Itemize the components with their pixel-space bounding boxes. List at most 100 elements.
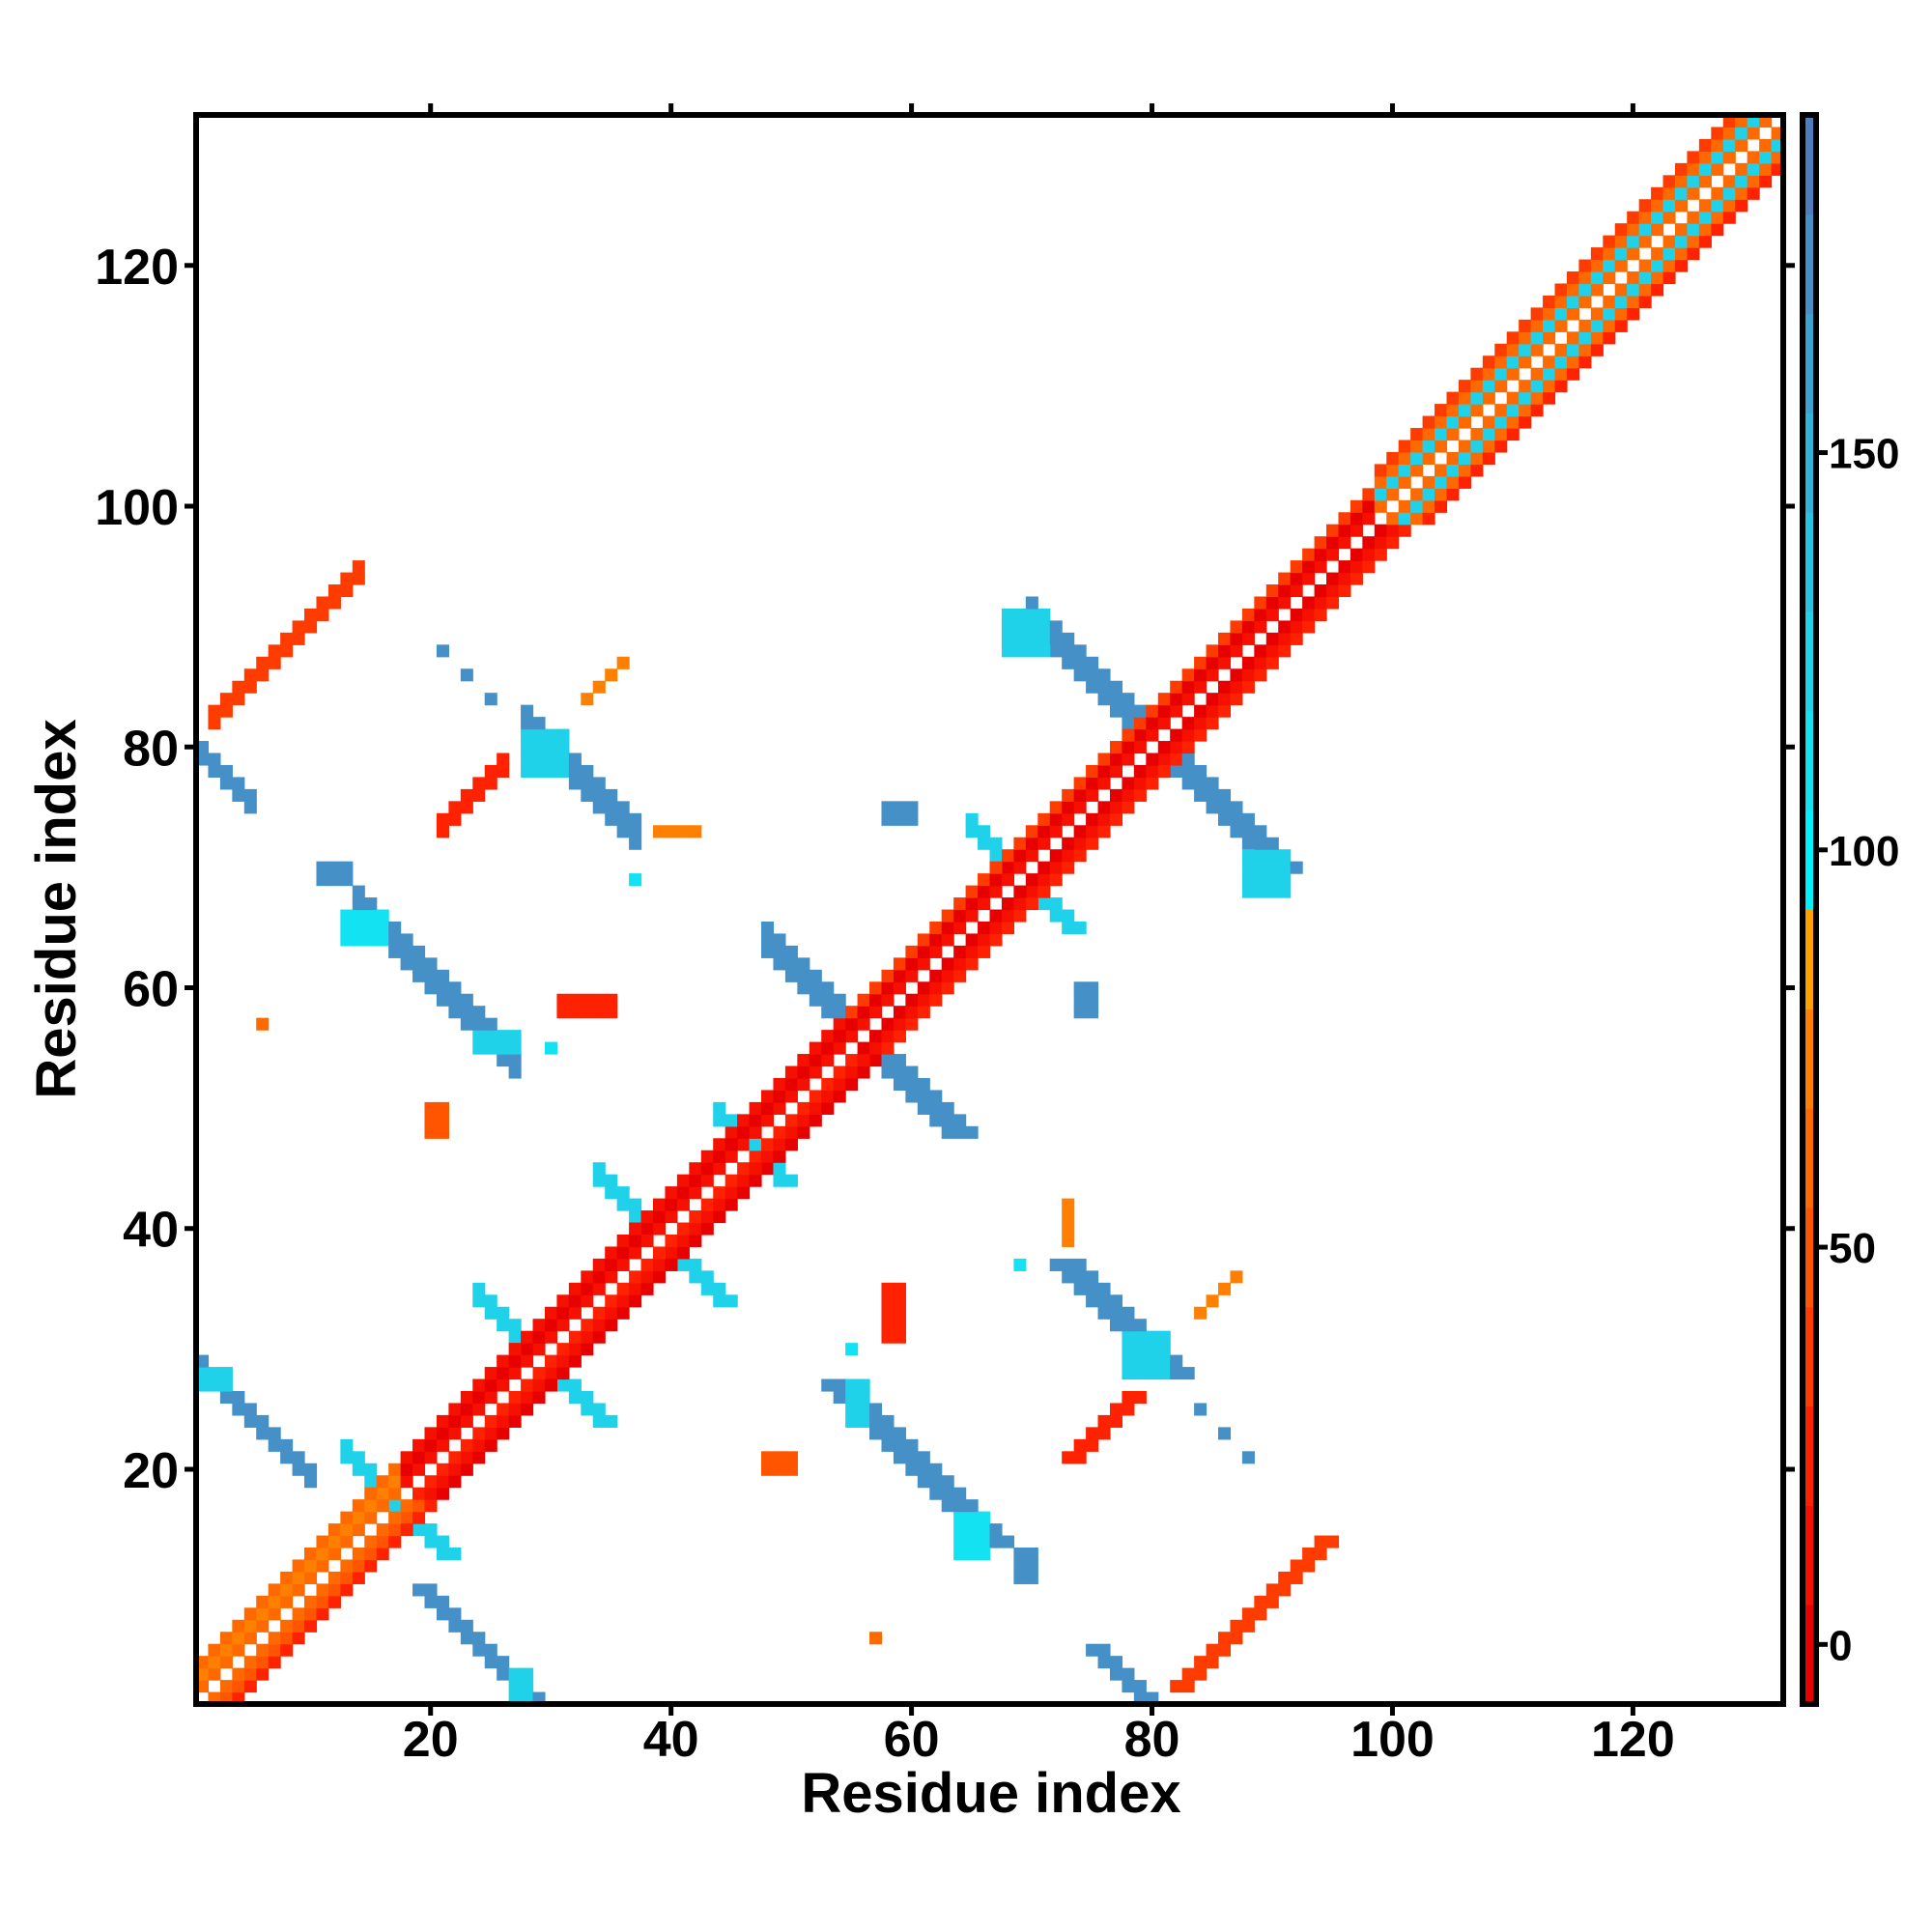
heatmap-cell [219,1656,233,1669]
heatmap-cell [629,825,642,838]
heatmap-cell [1698,223,1712,237]
heatmap-cell [581,1006,594,1019]
heatmap-cell [1314,1535,1327,1548]
heatmap-cell [1506,343,1520,356]
heatmap-cell [1073,1006,1087,1019]
heatmap-cell [1170,753,1183,766]
heatmap-cell [1001,897,1014,911]
heatmap-cell [1446,391,1460,405]
heatmap-cell [1398,475,1411,489]
heatmap-cell [1590,331,1604,345]
heatmap-cell [869,1030,883,1043]
heatmap-cell [905,945,919,958]
heatmap-cell [1711,199,1724,213]
heatmap-cell [845,1054,859,1067]
heatmap-cell [809,981,822,995]
heatmap-cell [364,1463,378,1476]
heatmap-cell [1097,764,1111,779]
heatmap-cell [508,1343,522,1356]
heatmap-cell [833,1378,846,1392]
heatmap-cell [521,1403,534,1416]
heatmap-cell [208,1656,221,1669]
heatmap-cell [784,957,798,971]
heatmap-cell [665,1258,678,1271]
heatmap-cell [797,1114,810,1127]
heatmap-cell [893,1065,906,1079]
heatmap-cell [376,1535,389,1548]
heatmap-cell [556,993,570,1007]
heatmap-cell [1157,753,1171,766]
heatmap-cell [1519,331,1532,345]
heatmap-cell [292,1463,305,1476]
heatmap-cell [881,1319,895,1332]
colorbar-band [1803,710,1816,811]
heatmap-cell [1133,1367,1147,1380]
heatmap-cell [1638,283,1652,297]
heatmap-cell [1350,560,1363,574]
heatmap-cell [676,1258,690,1271]
heatmap-cell [1314,560,1327,574]
heatmap-cell [1674,259,1689,272]
heatmap-cell [1037,897,1051,911]
heatmap-cell [219,693,233,706]
heatmap-cell [243,1656,257,1669]
heatmap-cell [749,1150,762,1163]
heatmap-cell [1722,211,1736,224]
colorbar-band [1803,1009,1816,1109]
heatmap-cell [1687,162,1700,176]
heatmap-cell [1422,499,1435,513]
heatmap-cell [364,933,378,947]
heatmap-cell [544,1319,558,1332]
heatmap-cell [556,1343,570,1356]
heatmap-cell [953,921,967,935]
heatmap-cell [1362,488,1376,501]
heatmap-cell [1037,837,1051,850]
heatmap-cell [1290,560,1303,574]
heatmap-cell [1049,801,1063,814]
heatmap-cells [196,115,1784,1705]
heatmap-cell [1338,584,1351,598]
heatmap-cell [881,981,895,995]
heatmap-cell [1122,693,1135,706]
heatmap-cell [797,1125,810,1139]
heatmap-cell [605,1270,618,1284]
heatmap-cell [1265,837,1279,850]
heatmap-cell [1265,644,1279,658]
heatmap-cell [629,1222,642,1236]
heatmap-cell [508,1030,522,1043]
heatmap-cell [1674,223,1689,237]
heatmap-cell [917,1077,930,1092]
heatmap-cell [1073,1282,1087,1295]
heatmap-cell [773,1101,786,1115]
heatmap-cell [965,885,979,898]
heatmap-cell [605,788,618,802]
heatmap-cell [1086,1643,1099,1657]
heatmap-cell [1687,175,1700,188]
heatmap-cell [352,921,365,935]
heatmap-cell [280,1595,294,1608]
heatmap-cell [352,933,365,947]
heatmap-cell [1350,524,1363,537]
heatmap-cell [737,1162,751,1176]
heatmap-cell [941,969,954,982]
heatmap-cell [1109,680,1123,694]
heatmap-cell [605,1006,618,1019]
heatmap-cell [809,1101,822,1115]
heatmap-cell [1001,608,1014,622]
heatmap-cell [1241,1619,1255,1633]
heatmap-cell [773,1090,786,1103]
heatmap-cell [1435,428,1448,441]
heatmap-cell [605,993,618,1007]
heatmap-cell [1062,1222,1075,1236]
heatmap-cell [652,1210,667,1224]
heatmap-cell [1181,717,1195,730]
heatmap-cell [304,1619,318,1633]
colorbar-band [1803,1605,1816,1705]
heatmap-cell [1157,1343,1171,1356]
heatmap-cell [1494,343,1508,356]
colorbar-band [1803,115,1816,215]
heatmap-cell [1241,680,1255,694]
heatmap-cell [472,788,486,802]
heatmap-cell [412,1487,426,1500]
heatmap-cell [605,668,618,682]
